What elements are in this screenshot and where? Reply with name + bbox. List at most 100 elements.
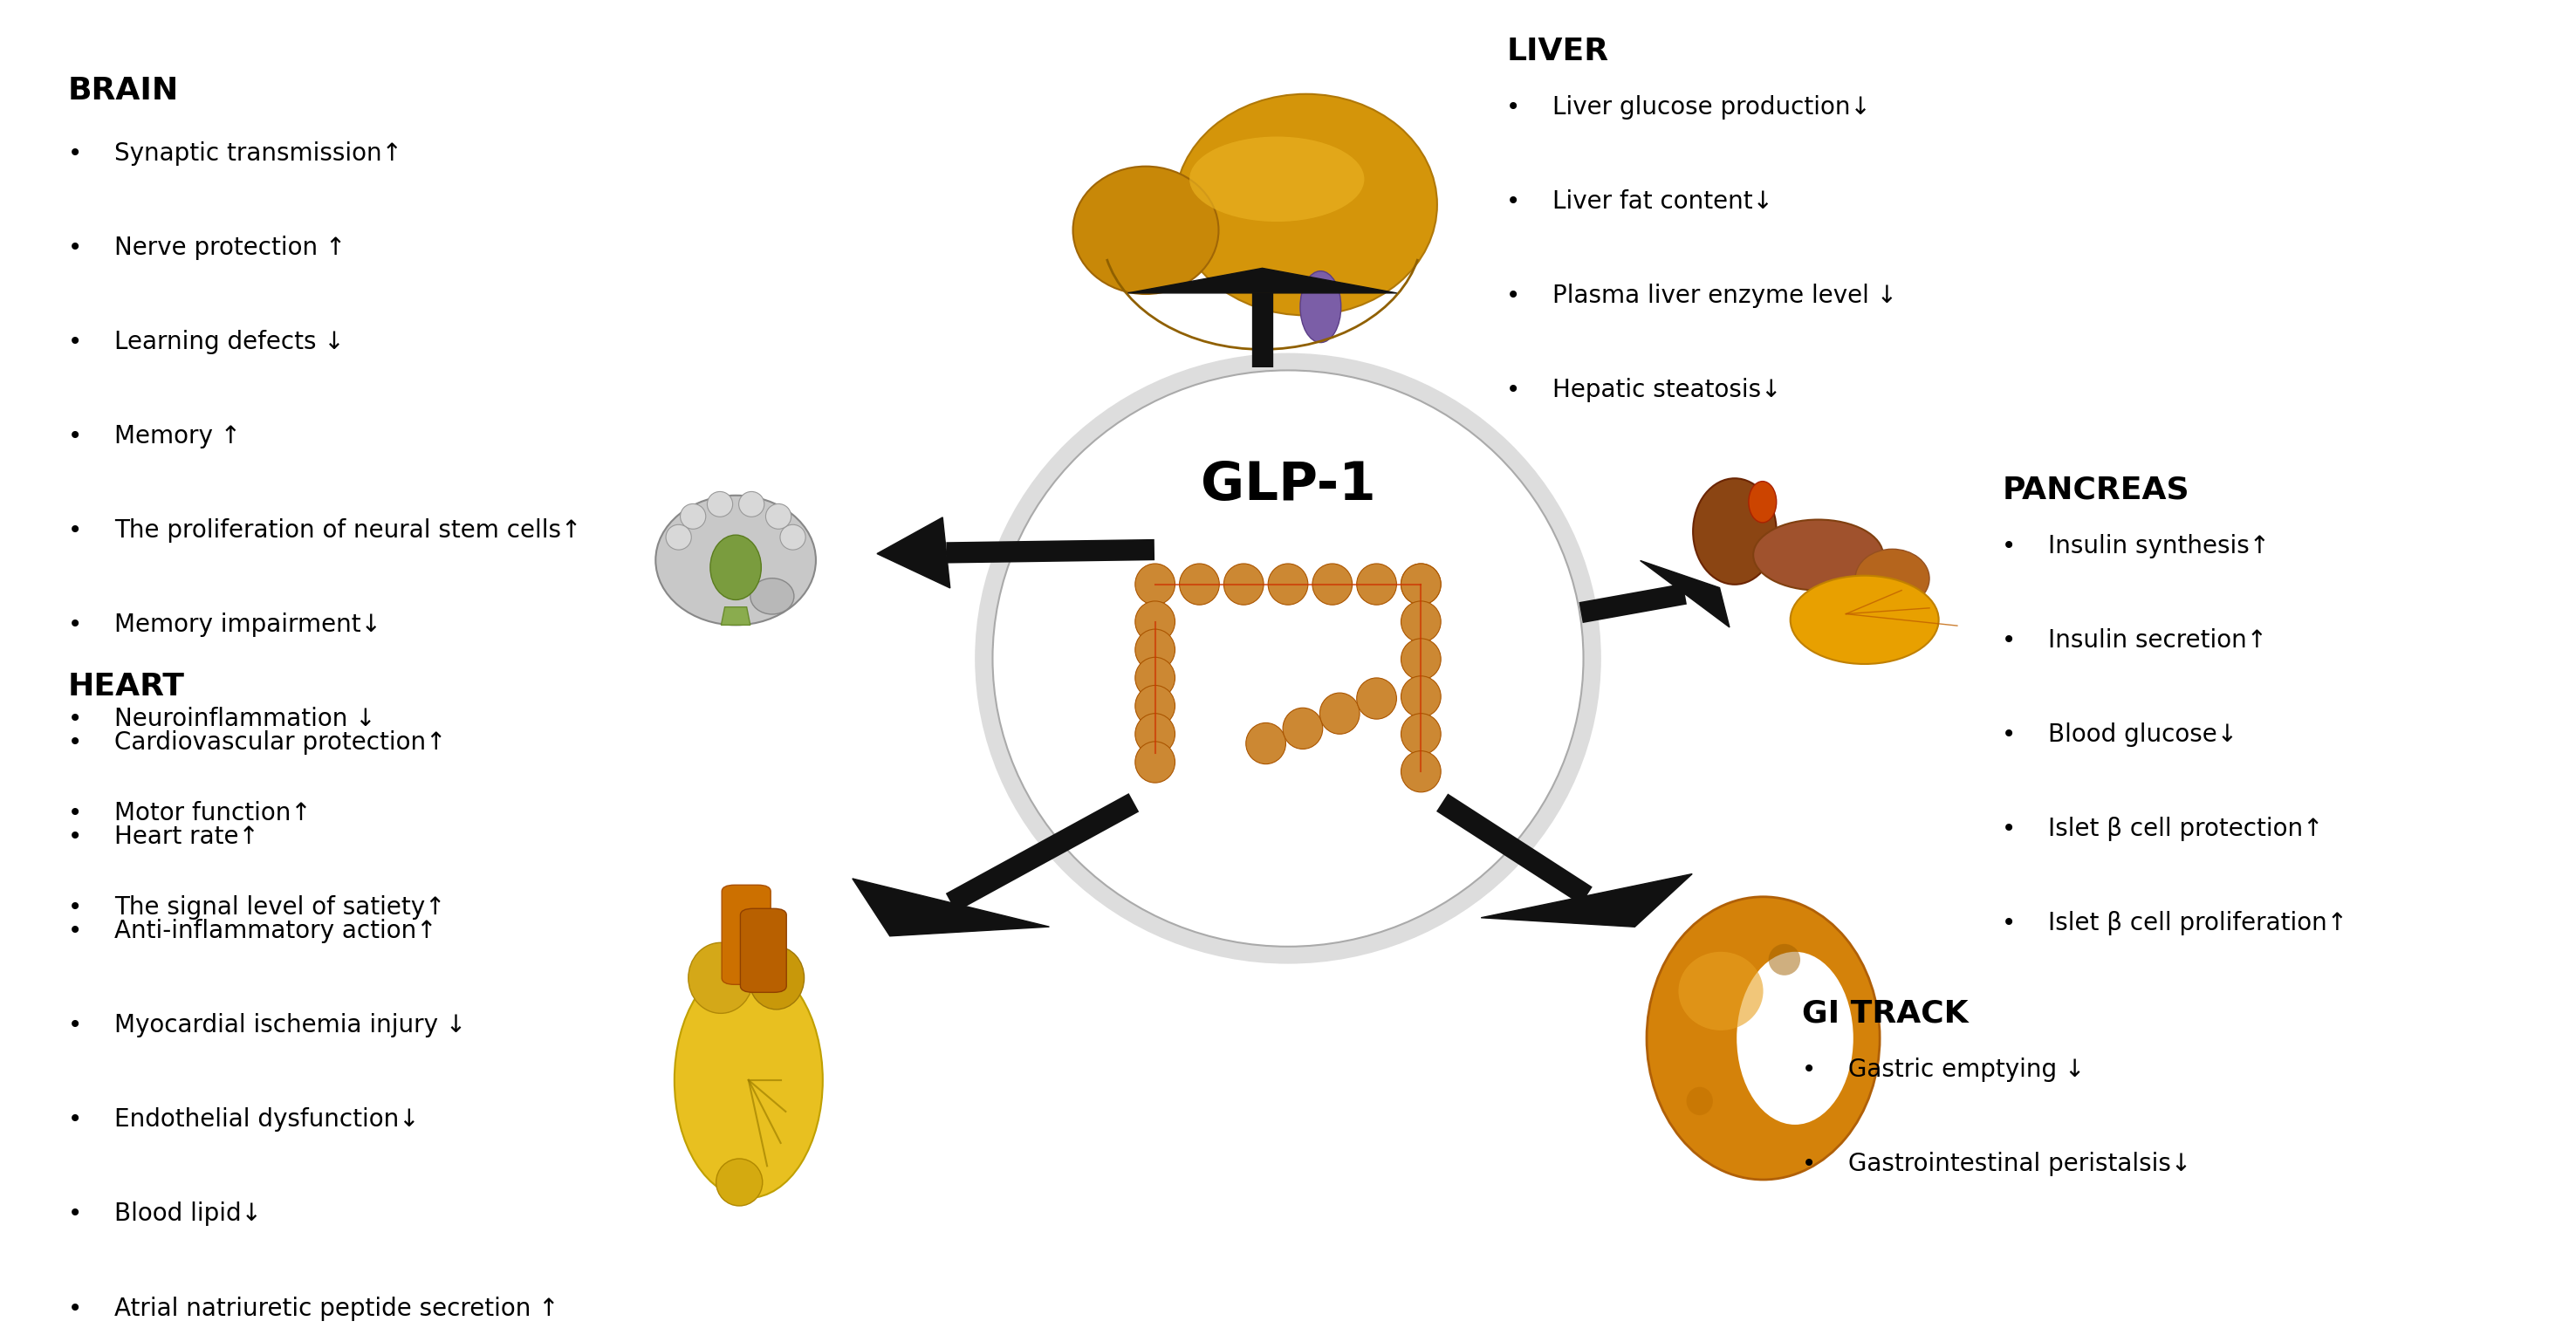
Ellipse shape [781,525,806,550]
Ellipse shape [1319,693,1360,734]
Text: •: • [2002,817,2017,842]
Text: Insulin secretion↑: Insulin secretion↑ [2048,628,2267,653]
Ellipse shape [1687,1086,1713,1116]
Text: Blood lipid↓: Blood lipid↓ [113,1202,260,1226]
Text: •: • [67,1013,82,1037]
Ellipse shape [1311,563,1352,604]
Text: •: • [67,1202,82,1226]
Ellipse shape [1855,548,1929,608]
Ellipse shape [680,503,706,529]
Ellipse shape [1770,944,1801,975]
Text: •: • [67,919,82,943]
Text: •: • [67,612,82,637]
Ellipse shape [716,1159,762,1206]
Text: Gastric emptying ↓: Gastric emptying ↓ [1847,1058,2084,1082]
Text: The signal level of satiety↑: The signal level of satiety↑ [113,895,446,920]
Text: HEART: HEART [67,672,185,701]
Text: Anti-inflammatory action↑: Anti-inflammatory action↑ [113,919,435,943]
Text: Motor function↑: Motor function↑ [113,801,312,826]
Polygon shape [876,518,951,588]
Ellipse shape [1401,713,1440,754]
Text: BRAIN: BRAIN [67,76,178,105]
Text: •: • [67,1296,82,1320]
Text: •: • [2002,534,2017,559]
Text: PANCREAS: PANCREAS [2002,475,2190,505]
Polygon shape [853,879,1048,936]
Ellipse shape [1180,563,1218,604]
Ellipse shape [750,947,804,1009]
Ellipse shape [1401,563,1440,604]
Text: •: • [67,706,82,732]
Text: GLP-1: GLP-1 [1200,459,1376,511]
Polygon shape [721,607,750,625]
Text: Cardiovascular protection↑: Cardiovascular protection↑ [113,730,446,754]
Ellipse shape [1754,519,1883,591]
Ellipse shape [1074,166,1218,293]
Text: Synaptic transmission↑: Synaptic transmission↑ [113,141,402,166]
Text: Islet β cell proliferation↑: Islet β cell proliferation↑ [2048,911,2347,936]
Text: •: • [2002,911,2017,936]
Text: •: • [1801,1153,1816,1177]
Ellipse shape [1736,952,1852,1125]
Text: Plasma liver enzyme level ↓: Plasma liver enzyme level ↓ [1553,284,1899,308]
Text: •: • [67,141,82,166]
Ellipse shape [750,578,793,615]
Ellipse shape [992,371,1584,947]
Text: GI TRACK: GI TRACK [1801,999,1968,1029]
Ellipse shape [657,495,817,625]
Text: •: • [67,424,82,449]
Text: LIVER: LIVER [1507,36,1607,66]
Text: •: • [2002,628,2017,653]
Text: •: • [67,329,82,355]
Ellipse shape [1136,563,1175,604]
Text: •: • [1507,96,1520,120]
Ellipse shape [1267,563,1309,604]
Ellipse shape [1358,677,1396,718]
Ellipse shape [1136,741,1175,782]
Ellipse shape [765,503,791,529]
Text: Gastrointestinal peristalsis↓: Gastrointestinal peristalsis↓ [1847,1153,2192,1177]
Text: •: • [1507,284,1520,308]
Text: •: • [1801,1058,1816,1082]
Ellipse shape [1401,676,1440,717]
Text: •: • [67,730,82,754]
Text: •: • [1507,190,1520,214]
Polygon shape [1481,874,1692,927]
Ellipse shape [1136,629,1175,671]
Text: Atrial natriuretic peptide secretion ↑: Atrial natriuretic peptide secretion ↑ [113,1296,559,1320]
Ellipse shape [1680,952,1762,1031]
Ellipse shape [1749,481,1777,522]
Text: •: • [67,1108,82,1131]
Text: •: • [1507,378,1520,402]
Ellipse shape [1136,685,1175,726]
Text: Insulin synthesis↑: Insulin synthesis↑ [2048,534,2269,559]
Ellipse shape [1401,563,1440,604]
Text: Learning defects ↓: Learning defects ↓ [113,329,345,355]
Ellipse shape [675,963,822,1198]
Text: •: • [67,235,82,260]
Text: •: • [67,518,82,543]
Ellipse shape [1401,639,1440,680]
Polygon shape [1128,268,1396,293]
Ellipse shape [1401,750,1440,791]
Text: Endothelial dysfunction↓: Endothelial dysfunction↓ [113,1108,420,1131]
Ellipse shape [1646,896,1880,1179]
Ellipse shape [1224,563,1265,604]
Ellipse shape [1136,657,1175,699]
Ellipse shape [708,491,732,517]
Text: The proliferation of neural stem cells↑: The proliferation of neural stem cells↑ [113,518,582,543]
Text: Neuroinflammation ↓: Neuroinflammation ↓ [113,706,376,732]
Text: Liver fat content↓: Liver fat content↓ [1553,190,1772,214]
Ellipse shape [739,491,765,517]
Text: •: • [67,801,82,826]
Text: Myocardial ischemia injury ↓: Myocardial ischemia injury ↓ [113,1013,466,1037]
Ellipse shape [1401,602,1440,643]
Text: Liver glucose production↓: Liver glucose production↓ [1553,96,1870,120]
Ellipse shape [1190,137,1365,222]
Ellipse shape [1175,94,1437,315]
Ellipse shape [1790,575,1940,664]
Ellipse shape [1247,722,1285,764]
Text: Memory ↑: Memory ↑ [113,424,240,449]
Text: Memory impairment↓: Memory impairment↓ [113,612,381,637]
Ellipse shape [1358,563,1396,604]
